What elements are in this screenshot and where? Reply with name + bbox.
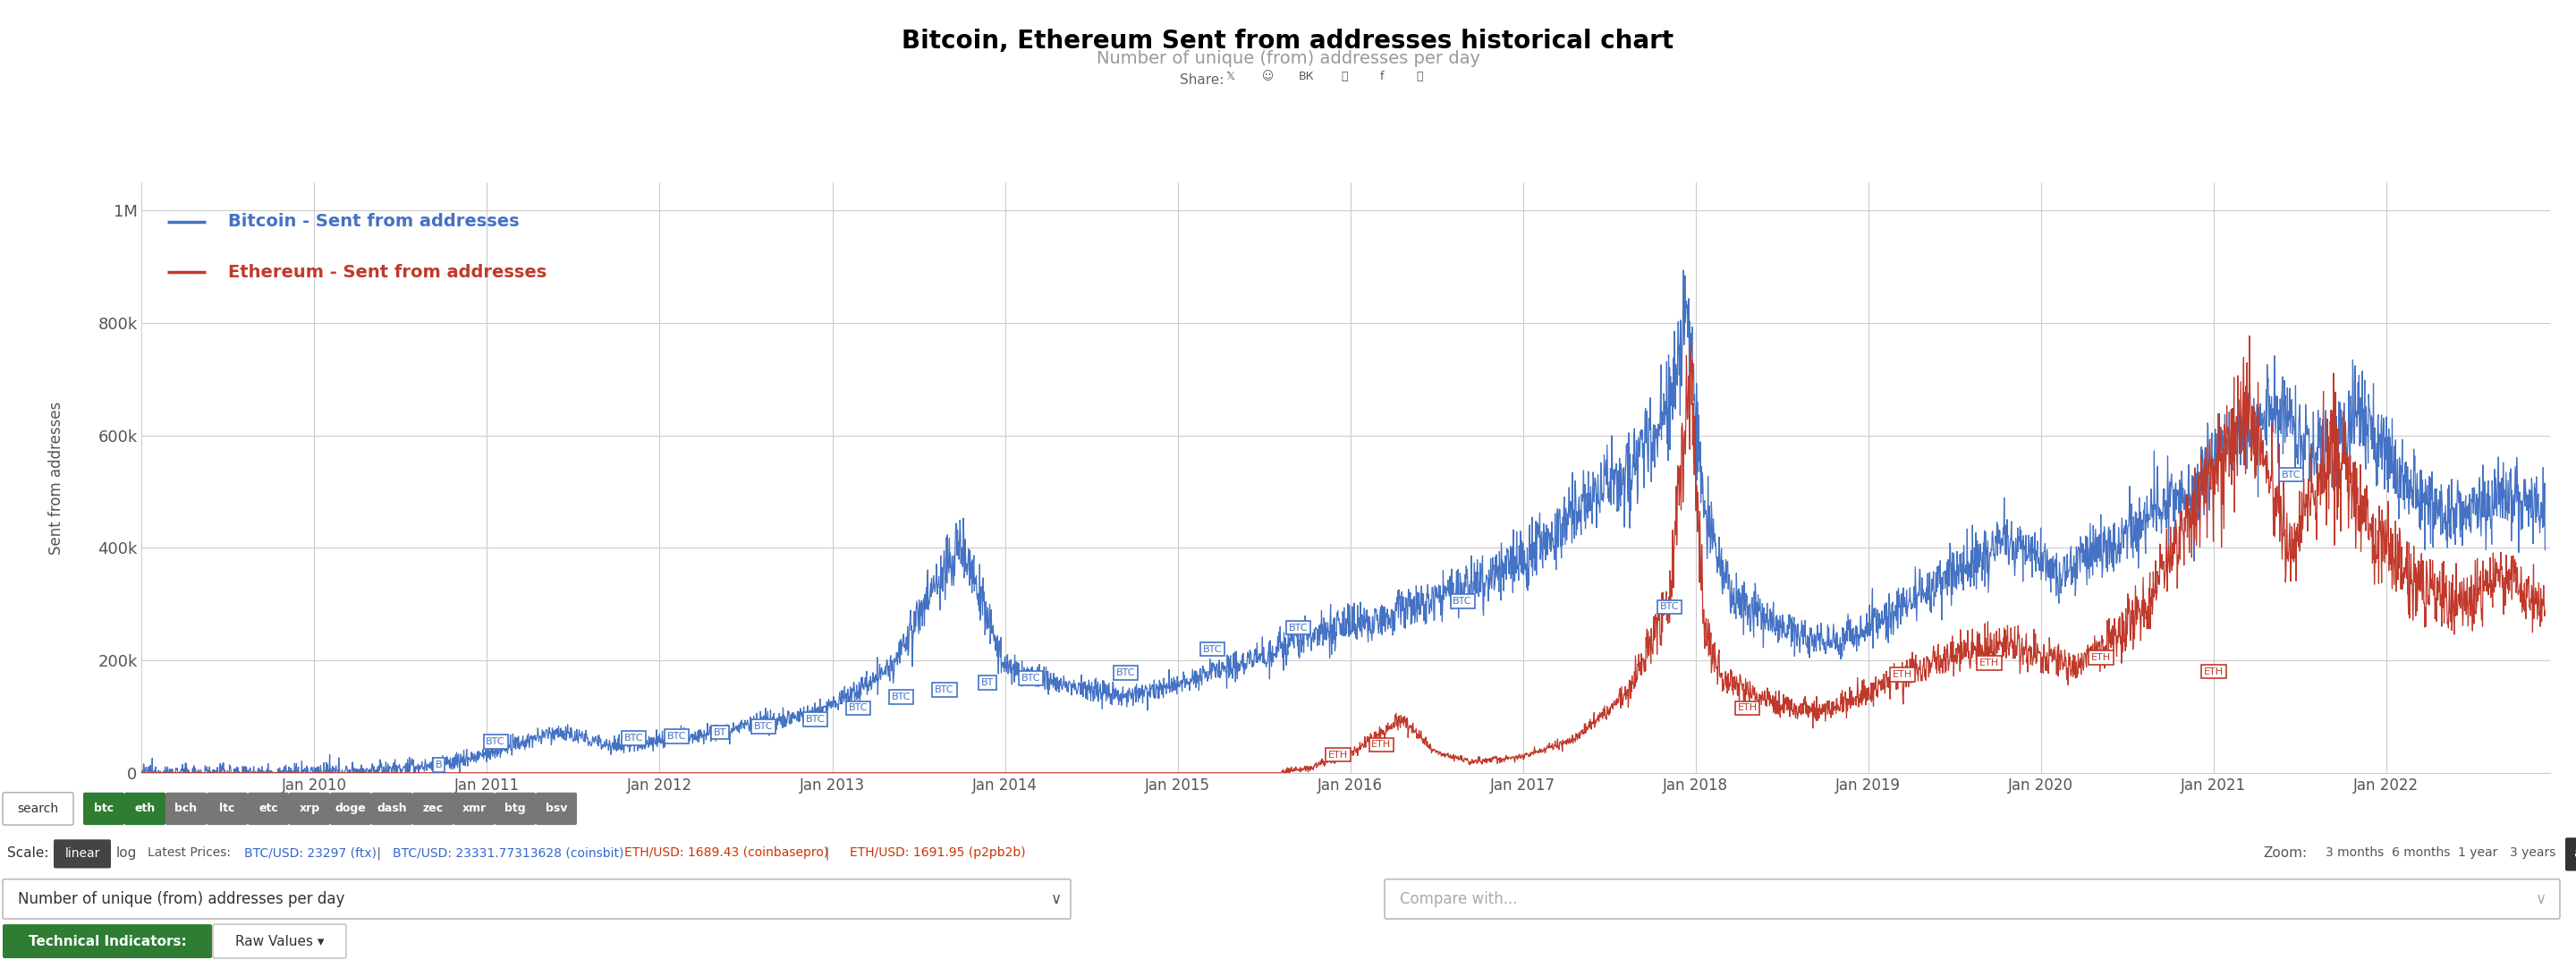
Text: btg: btg [505,803,526,814]
Text: ETH/USD: 1691.95 (p2pb2b): ETH/USD: 1691.95 (p2pb2b) [850,847,1025,859]
FancyBboxPatch shape [247,792,289,825]
Text: Number of unique (from) addresses per day: Number of unique (from) addresses per da… [1097,50,1479,67]
Text: Number of unique (from) addresses per day: Number of unique (from) addresses per da… [18,891,345,907]
FancyBboxPatch shape [82,792,124,825]
Text: BTC/USD: 23297 (ftx): BTC/USD: 23297 (ftx) [245,847,376,859]
FancyBboxPatch shape [1386,879,2561,919]
Text: ETH: ETH [2202,667,2223,676]
Text: search: search [18,803,59,815]
FancyBboxPatch shape [495,792,536,825]
Text: BTC: BTC [755,722,773,732]
Text: B: B [435,760,443,769]
Text: ∨: ∨ [1051,891,1061,907]
Text: ETH: ETH [1893,670,1911,679]
Text: Ethereum - Sent from addresses: Ethereum - Sent from addresses [229,264,546,281]
Text: BTC: BTC [1020,674,1041,683]
Text: Latest Prices:: Latest Prices: [147,847,234,859]
Text: BTC: BTC [487,737,505,746]
Text: 6 months: 6 months [2391,847,2450,859]
Text: BTC/USD: 23331.77313628 (coinsbit): BTC/USD: 23331.77313628 (coinsbit) [392,847,623,859]
Text: BTC: BTC [891,692,912,702]
Text: ltc: ltc [219,803,234,814]
Text: 1 year: 1 year [2458,847,2499,859]
FancyBboxPatch shape [289,792,330,825]
FancyBboxPatch shape [3,792,72,825]
FancyBboxPatch shape [2566,838,2576,871]
Text: BTC: BTC [1288,623,1309,633]
Text: dash: dash [376,803,407,814]
FancyBboxPatch shape [124,792,165,825]
FancyBboxPatch shape [206,792,247,825]
Text: BTC: BTC [1453,597,1471,606]
Text: Bitcoin - Sent from addresses: Bitcoin - Sent from addresses [229,213,520,230]
Text: 3 months: 3 months [2326,847,2383,859]
FancyBboxPatch shape [54,839,111,868]
Text: xmr: xmr [461,803,487,814]
FancyBboxPatch shape [412,792,453,825]
Text: BT: BT [981,679,994,687]
Text: ETH/USD: 1689.43 (coinbasepro): ETH/USD: 1689.43 (coinbasepro) [623,847,829,859]
Text: ☺: ☺ [1262,71,1275,83]
Text: ETH: ETH [1736,704,1757,712]
FancyBboxPatch shape [165,792,206,825]
Text: Technical Indicators:: Technical Indicators: [28,934,185,948]
Text: BT: BT [714,728,726,736]
FancyBboxPatch shape [371,792,412,825]
Text: 👍: 👍 [1340,71,1347,83]
Text: Raw Values ▾: Raw Values ▾ [234,934,325,948]
Text: BTC: BTC [935,685,953,694]
Text: Zoom:: Zoom: [2262,846,2308,859]
Text: Scale:: Scale: [8,846,49,859]
FancyBboxPatch shape [3,924,211,958]
Text: eth: eth [134,803,155,814]
FancyBboxPatch shape [536,792,577,825]
Text: BTC: BTC [1203,644,1221,654]
FancyBboxPatch shape [330,792,371,825]
Text: |: | [374,847,384,859]
Text: ∨: ∨ [2535,891,2548,907]
Text: BTC: BTC [1659,603,1680,612]
Text: linear: linear [64,848,100,860]
Text: log: log [116,846,137,859]
Text: zec: zec [422,803,443,814]
Text: ETH: ETH [1370,740,1391,749]
FancyBboxPatch shape [453,792,495,825]
Text: xrp: xrp [299,803,319,814]
Text: Bitcoin, Ethereum Sent from addresses historical chart: Bitcoin, Ethereum Sent from addresses hi… [902,29,1674,54]
Text: ETH: ETH [2092,653,2112,662]
Text: Share:: Share: [1180,73,1224,86]
Text: bch: bch [175,803,198,814]
Text: 𝕏: 𝕏 [1226,71,1234,83]
Text: btc: btc [93,803,113,814]
FancyBboxPatch shape [214,924,345,958]
Text: bsv: bsv [546,803,567,814]
Text: doge: doge [335,803,366,814]
FancyBboxPatch shape [3,879,1072,919]
Text: f: f [1381,71,1383,83]
Text: ВК: ВК [1298,71,1314,83]
Text: BTC: BTC [806,715,824,724]
Text: etc: etc [258,803,278,814]
Text: ETH: ETH [1329,751,1347,759]
Text: BTC: BTC [667,732,688,741]
Text: BTC: BTC [2282,470,2300,479]
Text: 3 years: 3 years [2509,847,2555,859]
Text: Compare with...: Compare with... [1399,891,1517,907]
Text: BTC: BTC [848,704,868,712]
Text: 微: 微 [1417,71,1425,83]
Text: |: | [817,847,837,859]
Text: ETH: ETH [1978,659,1999,667]
Y-axis label: Sent from addresses: Sent from addresses [49,401,64,554]
Text: BTC: BTC [1115,668,1136,677]
Text: BTC: BTC [623,733,644,742]
